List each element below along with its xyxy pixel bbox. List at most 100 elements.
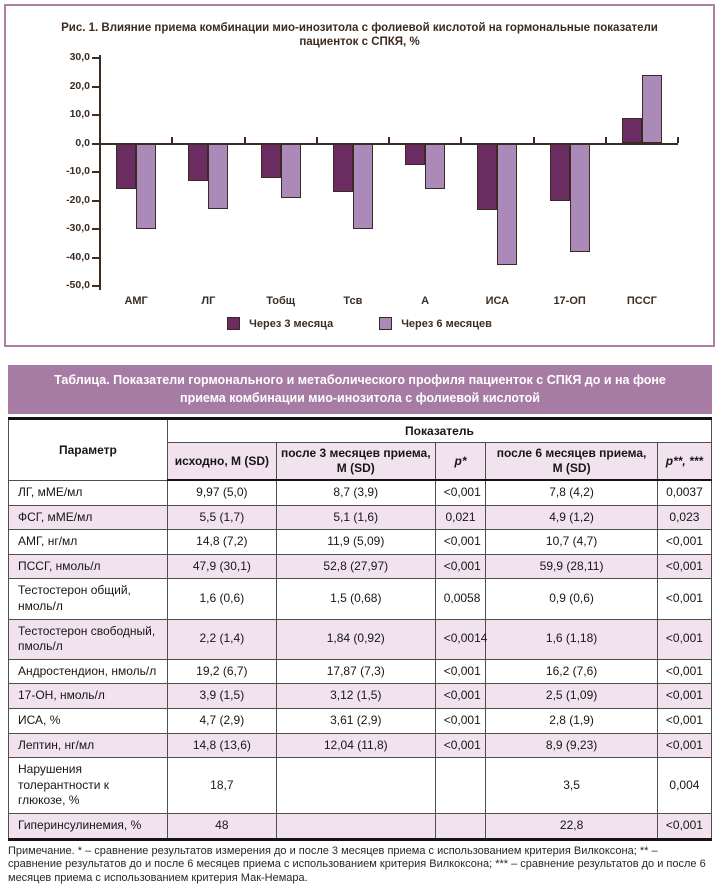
legend-swatch bbox=[379, 317, 392, 330]
bar bbox=[333, 144, 353, 192]
value-cell: <0,001 bbox=[435, 480, 486, 505]
y-axis-tick bbox=[92, 257, 100, 259]
value-cell: 1,6 (1,18) bbox=[486, 619, 658, 659]
bar bbox=[425, 144, 445, 190]
param-cell: ИСА, % bbox=[9, 708, 168, 733]
value-cell: 0,021 bbox=[435, 505, 486, 530]
value-cell: 3,5 bbox=[486, 758, 658, 814]
value-cell: 0,0037 bbox=[657, 480, 711, 505]
value-cell: 0,0058 bbox=[435, 579, 486, 619]
value-cell: 1,5 (0,68) bbox=[276, 579, 435, 619]
legend-item: Через 3 месяца bbox=[227, 317, 333, 330]
x-axis-label: 17-ОП bbox=[534, 295, 606, 307]
value-cell: 22,8 bbox=[486, 813, 658, 839]
param-cell: ЛГ, мМЕ/мл bbox=[9, 480, 168, 505]
param-cell: ФСГ, мМЕ/мл bbox=[9, 505, 168, 530]
x-axis-tick bbox=[388, 137, 390, 143]
x-axis-tick bbox=[316, 137, 318, 143]
table-section: Таблица. Показатели гормонального и мета… bbox=[8, 365, 712, 886]
y-axis-tick bbox=[92, 228, 100, 230]
value-cell: 9,97 (5,0) bbox=[167, 480, 276, 505]
bar bbox=[208, 144, 228, 210]
value-cell: <0,001 bbox=[435, 708, 486, 733]
value-cell: <0,001 bbox=[657, 554, 711, 579]
value-cell: 5,5 (1,7) bbox=[167, 505, 276, 530]
col-header-3months: после 3 месяцев приема, М (SD) bbox=[276, 443, 435, 481]
legend-item: Через 6 месяцев bbox=[379, 317, 492, 330]
param-cell: АМГ, нг/мл bbox=[9, 530, 168, 555]
y-axis-tick bbox=[92, 143, 100, 145]
value-cell: <0,001 bbox=[657, 733, 711, 758]
value-cell: 0,004 bbox=[657, 758, 711, 814]
param-cell: Андростендион, нмоль/л bbox=[9, 659, 168, 684]
legend-label: Через 6 месяцев bbox=[401, 318, 492, 330]
bar bbox=[353, 144, 373, 230]
value-cell: 14,8 (13,6) bbox=[167, 733, 276, 758]
y-axis-tick bbox=[92, 285, 100, 287]
value-cell: 14,8 (7,2) bbox=[167, 530, 276, 555]
x-axis-label: Тобщ bbox=[245, 295, 317, 307]
value-cell: 4,9 (1,2) bbox=[486, 505, 658, 530]
bar bbox=[116, 144, 136, 190]
y-axis-tick-label: -10,0 bbox=[44, 165, 90, 177]
value-cell: 16,2 (7,6) bbox=[486, 659, 658, 684]
table-row: Гиперинсулинемия, %48 22,8<0,001 bbox=[9, 813, 712, 839]
value-cell: 4,7 (2,9) bbox=[167, 708, 276, 733]
param-cell: ПССГ, нмоль/л bbox=[9, 554, 168, 579]
bar bbox=[497, 144, 517, 265]
value-cell: 0,023 bbox=[657, 505, 711, 530]
bar bbox=[550, 144, 570, 201]
value-cell: <0,001 bbox=[657, 708, 711, 733]
x-axis-label: ПССГ bbox=[606, 295, 678, 307]
param-cell: Лептин, нг/мл bbox=[9, 733, 168, 758]
y-axis-tick bbox=[92, 171, 100, 173]
x-axis-zero-line bbox=[100, 143, 678, 145]
x-axis-tick bbox=[460, 137, 462, 143]
value-cell bbox=[435, 813, 486, 839]
value-cell bbox=[276, 758, 435, 814]
value-cell: 1,6 (0,6) bbox=[167, 579, 276, 619]
value-cell: 12,04 (11,8) bbox=[276, 733, 435, 758]
chart-legend: Через 3 месяца Через 6 месяцев bbox=[6, 317, 713, 330]
value-cell: <0,001 bbox=[435, 530, 486, 555]
bar bbox=[642, 75, 662, 143]
value-cell: <0,001 bbox=[657, 684, 711, 709]
y-axis-tick-label: -20,0 bbox=[44, 194, 90, 206]
bar bbox=[136, 144, 156, 230]
y-axis-tick-label: 20,0 bbox=[44, 80, 90, 92]
x-axis-label: Тсв bbox=[317, 295, 389, 307]
value-cell: 48 bbox=[167, 813, 276, 839]
value-cell: 8,9 (9,23) bbox=[486, 733, 658, 758]
value-cell: 7,8 (4,2) bbox=[486, 480, 658, 505]
param-cell: Нарушения толерантности к глюкозе, % bbox=[9, 758, 168, 814]
param-cell: Гиперинсулинемия, % bbox=[9, 813, 168, 839]
x-axis-tick bbox=[677, 137, 679, 143]
bar bbox=[281, 144, 301, 198]
value-cell: <0,001 bbox=[657, 619, 711, 659]
value-cell: <0,0014 bbox=[435, 619, 486, 659]
value-cell: 47,9 (30,1) bbox=[167, 554, 276, 579]
col-header-p1: p* bbox=[435, 443, 486, 481]
value-cell: 2,5 (1,09) bbox=[486, 684, 658, 709]
value-cell bbox=[276, 813, 435, 839]
value-cell: 3,9 (1,5) bbox=[167, 684, 276, 709]
value-cell: <0,001 bbox=[657, 813, 711, 839]
x-axis-label: ЛГ bbox=[172, 295, 244, 307]
value-cell: 19,2 (6,7) bbox=[167, 659, 276, 684]
legend-label: Через 3 месяца bbox=[249, 318, 333, 330]
y-axis-tick-label: 0,0 bbox=[44, 137, 90, 149]
value-cell: 3,61 (2,9) bbox=[276, 708, 435, 733]
value-cell: <0,001 bbox=[435, 733, 486, 758]
value-cell: <0,001 bbox=[435, 554, 486, 579]
value-cell: 8,7 (3,9) bbox=[276, 480, 435, 505]
value-cell bbox=[435, 758, 486, 814]
col-header-param: Параметр bbox=[9, 419, 168, 481]
